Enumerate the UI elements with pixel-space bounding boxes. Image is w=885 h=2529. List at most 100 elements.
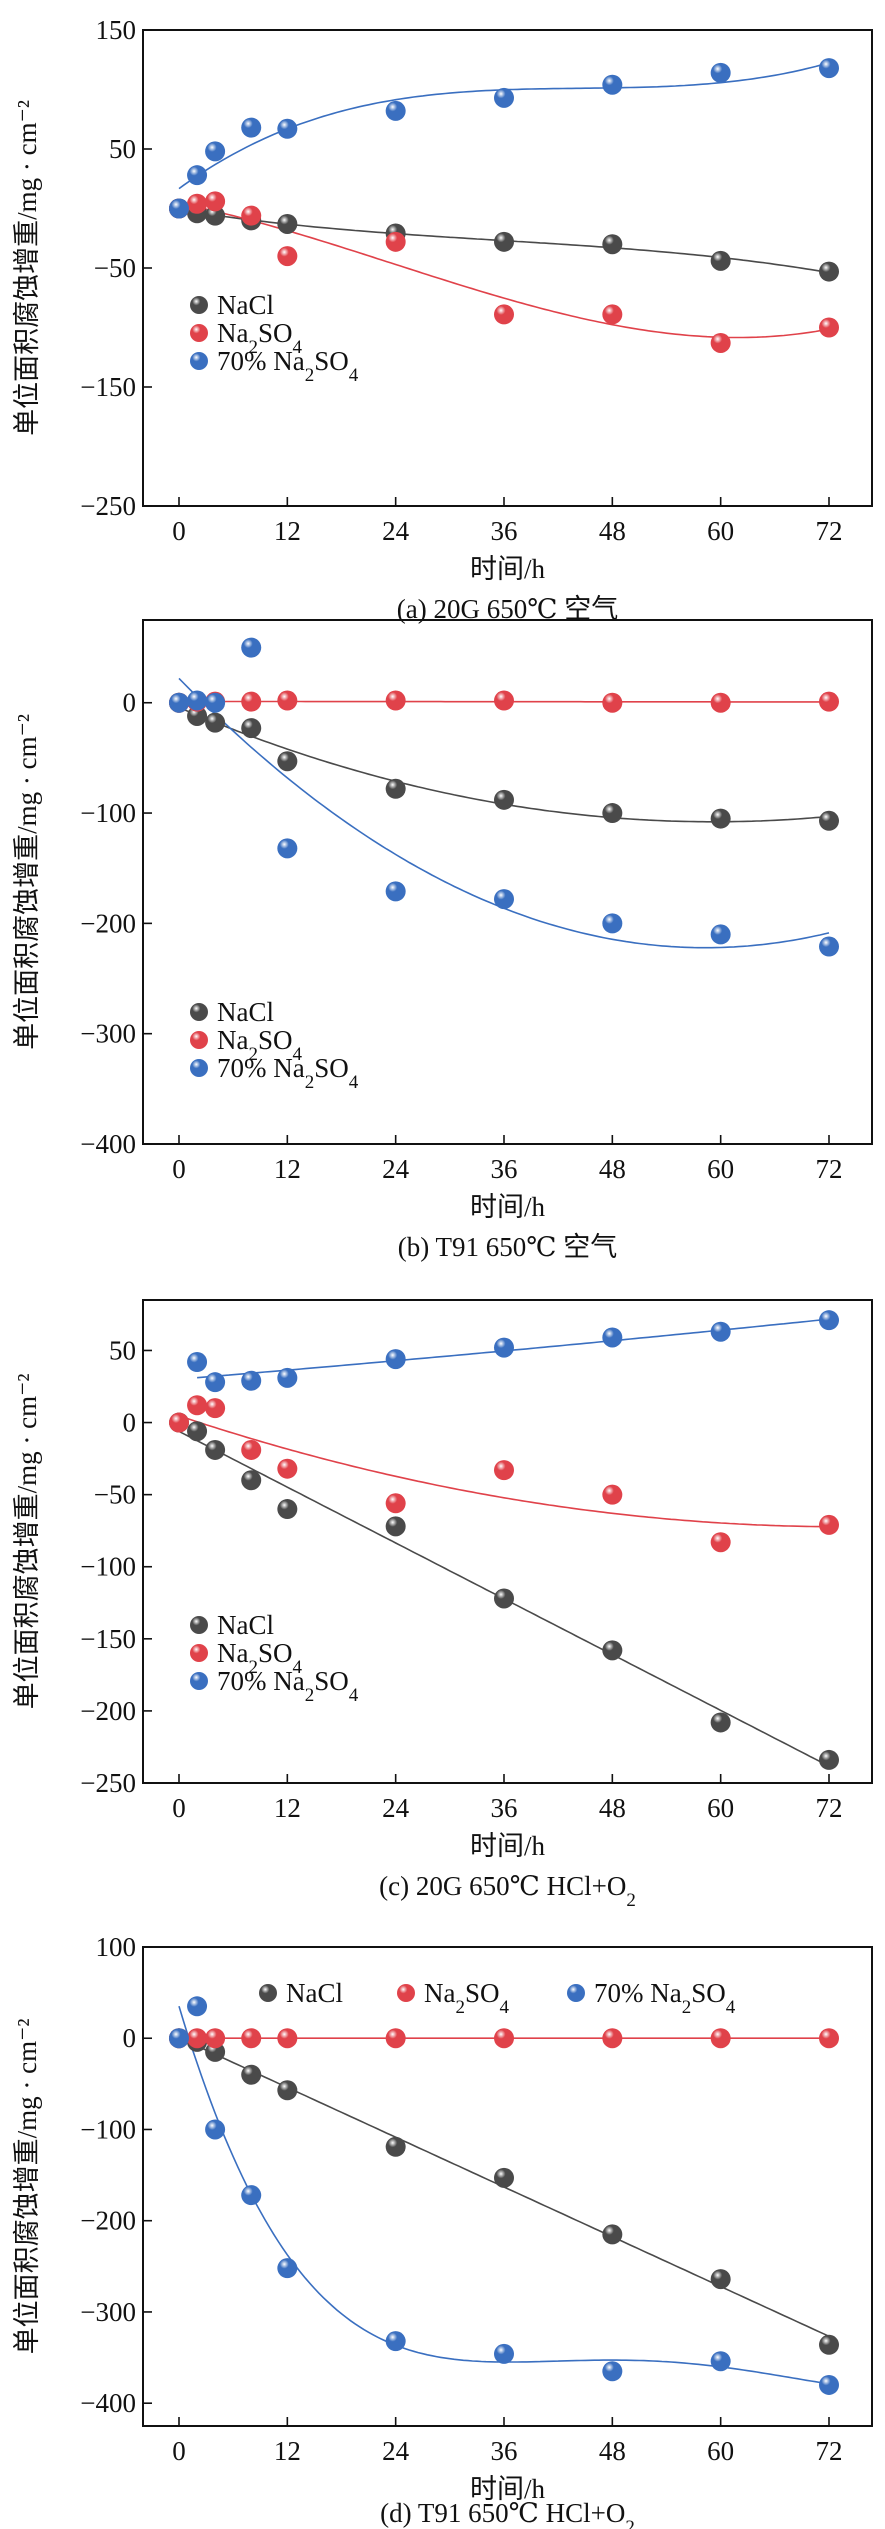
data-point [494, 789, 514, 810]
legend-marker [190, 1003, 208, 1021]
data-point [819, 1310, 839, 1331]
data-point [169, 1412, 189, 1433]
data-point [385, 2331, 406, 2352]
y-axis-label: 单位面积腐蚀增重/mg · cm⁻² [12, 100, 42, 436]
data-point [277, 690, 298, 711]
data-point [169, 198, 189, 219]
x-tick-label: 48 [599, 1793, 626, 1823]
data-point [602, 1327, 623, 1348]
data-point [494, 231, 514, 252]
x-tick-label: 48 [599, 516, 626, 546]
legend-label: NaCl [286, 1978, 343, 2008]
x-tick-label: 60 [707, 2436, 734, 2466]
y-tick-label: −400 [80, 1129, 136, 1159]
x-tick-label: 36 [491, 516, 518, 546]
x-tick-label: 72 [816, 2436, 843, 2466]
x-tick-label: 24 [382, 516, 410, 546]
y-tick-label: −300 [80, 2297, 136, 2327]
x-tick-label: 12 [274, 1793, 301, 1823]
y-tick-label: −150 [80, 1624, 136, 1654]
data-point [241, 637, 262, 658]
data-point [277, 213, 298, 234]
data-point [277, 118, 298, 139]
chart-caption: (b) T91 650℃ 空气 [398, 1232, 617, 1262]
x-tick-label: 48 [599, 1154, 626, 1184]
data-point [205, 2028, 226, 2049]
data-point [277, 1367, 298, 1388]
data-point [602, 2361, 623, 2382]
y-tick-label: −200 [80, 2206, 136, 2236]
legend-label: 70% Na2SO4 [217, 346, 359, 386]
data-point [205, 2119, 226, 2140]
data-point [187, 193, 208, 214]
data-point [385, 2136, 406, 2157]
data-point [710, 2351, 731, 2372]
data-point [710, 2269, 731, 2290]
legend-label: 70% Na2SO4 [594, 1978, 736, 2018]
x-tick-label: 0 [172, 1154, 186, 1184]
data-point [710, 2028, 731, 2049]
legend-marker [397, 1984, 415, 2002]
data-point [277, 246, 298, 267]
x-tick-label: 12 [274, 516, 301, 546]
data-point [277, 838, 298, 859]
data-point [494, 1337, 514, 1358]
plot-frame [142, 1946, 873, 2427]
data-point [277, 2028, 298, 2049]
data-point [819, 261, 839, 282]
data-point [187, 1351, 208, 1372]
legend-marker [190, 324, 208, 342]
y-tick-label: −250 [80, 1768, 136, 1798]
data-point [819, 691, 839, 712]
x-tick-label: 24 [382, 2436, 410, 2466]
data-point [277, 2258, 298, 2279]
data-point [494, 1460, 514, 1481]
data-point [602, 913, 623, 934]
data-point [241, 117, 262, 138]
data-point [819, 2334, 839, 2355]
chart-panel-b: 0 12 24 36 48 60 72 0 −100 −200 −300 −400 时间/h 单位面积腐蚀… [12, 619, 873, 1262]
x-tick-label: 36 [491, 1154, 518, 1184]
data-point [187, 1395, 208, 1416]
data-point [385, 1493, 406, 1514]
data-point [277, 1499, 298, 1520]
fit-line [178, 62, 830, 190]
data-point [241, 2064, 262, 2085]
data-point [187, 1421, 208, 1442]
data-point [494, 2028, 514, 2049]
y-axis-label: 单位面积腐蚀增重/mg · cm⁻² [12, 714, 42, 1050]
data-point [602, 304, 623, 325]
data-point [710, 924, 731, 945]
y-tick-label: 50 [109, 1335, 136, 1365]
data-point [187, 2028, 208, 2049]
chart-panel-d: 0 12 24 36 48 60 72 100 0 −100 −200 −300 −400 时间/h 单位面… [12, 1932, 873, 2529]
legend-marker [190, 296, 208, 314]
legend-label: Na2SO4 [217, 318, 303, 358]
data-point [494, 889, 514, 910]
x-tick-label: 36 [491, 1793, 518, 1823]
data-point [241, 1370, 262, 1391]
data-point [819, 936, 839, 957]
data-point [494, 2167, 514, 2188]
y-tick-label: −250 [80, 491, 136, 521]
y-axis-label: 单位面积腐蚀增重/mg · cm⁻² [12, 1374, 42, 1710]
data-point [241, 1470, 262, 1491]
fit-line [178, 1415, 829, 1528]
legend-label: 70% Na2SO4 [217, 1053, 359, 1093]
data-point [385, 1516, 406, 1537]
y-tick-label: 0 [123, 688, 137, 718]
data-point [819, 1749, 839, 1770]
data-point [494, 1588, 514, 1609]
data-point [241, 205, 262, 226]
y-tick-label: −50 [94, 253, 136, 283]
data-point [277, 751, 298, 772]
y-tick-label: −100 [80, 2114, 136, 2144]
data-point [710, 808, 731, 829]
y-tick-label: −50 [94, 1480, 136, 1510]
data-point [494, 690, 514, 711]
data-point [187, 1996, 208, 2017]
legend-marker [190, 1616, 208, 1634]
